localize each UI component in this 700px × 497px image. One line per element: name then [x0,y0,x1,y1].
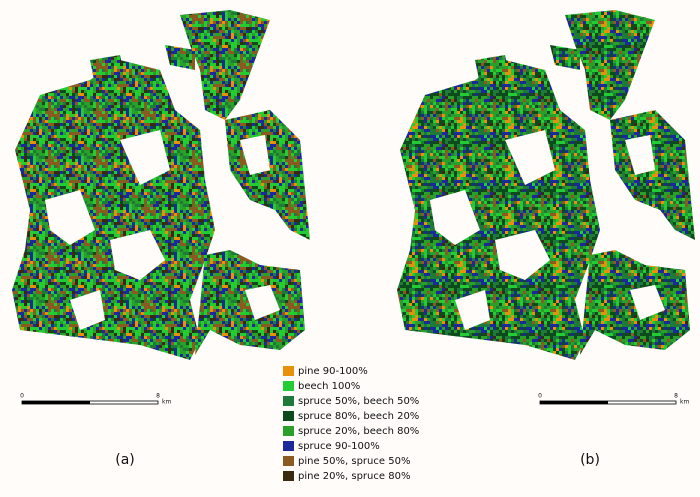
panel-label: (a) [115,452,135,468]
clearing [70,290,105,330]
scale-bar-fill [22,401,90,404]
forest-area [565,10,655,120]
clearing [110,230,165,280]
scale-end: 8 [674,393,678,400]
legend-swatch [283,456,294,466]
labels: pine 90-100% beech 100% spruce 50%, beech … [20,366,689,482]
legend-swatch [283,426,294,436]
clearing [120,130,170,185]
legend-swatch [283,411,294,421]
clearing [630,285,665,320]
legend-swatch [283,471,294,481]
legend-swatch [283,366,294,376]
clearing [505,130,555,185]
legend-swatch [283,396,294,406]
forest-area [12,60,215,360]
clearing [495,230,550,280]
legend-swatch [283,381,294,391]
scale-start: 0 [538,393,542,400]
clearing [240,135,270,175]
forest-area [550,45,580,70]
legend-label: spruce 50%, beech 50% [298,396,419,407]
forest-map [397,10,695,360]
forest-map [12,10,310,360]
scale-end: 8 [156,393,160,400]
legend-label: spruce 20%, beech 80% [298,426,419,437]
legend-label: pine 90-100% [298,366,368,377]
maps [12,10,695,360]
clearing [455,290,490,330]
scale-bar-fill [540,401,608,404]
legend-label: spruce 90-100% [298,441,380,452]
clearing [625,135,655,175]
forest-area [165,45,195,70]
clearing [45,190,95,245]
forest-area [90,55,125,85]
legend-label: spruce 80%, beech 20% [298,411,419,422]
legend-label: pine 50%, spruce 50% [298,456,410,467]
legend-label: beech 100% [298,381,360,392]
clearing [245,285,280,320]
panel-label: (b) [580,452,600,468]
forest-area [397,60,600,360]
forest-area [180,10,270,120]
legend-swatch [283,441,294,451]
scale-unit: km [680,399,689,406]
forest-area [475,55,510,85]
clearing [430,190,480,245]
legend-label: pine 20%, spruce 80% [298,471,410,482]
scale-start: 0 [20,393,24,400]
scale-unit: km [162,399,171,406]
